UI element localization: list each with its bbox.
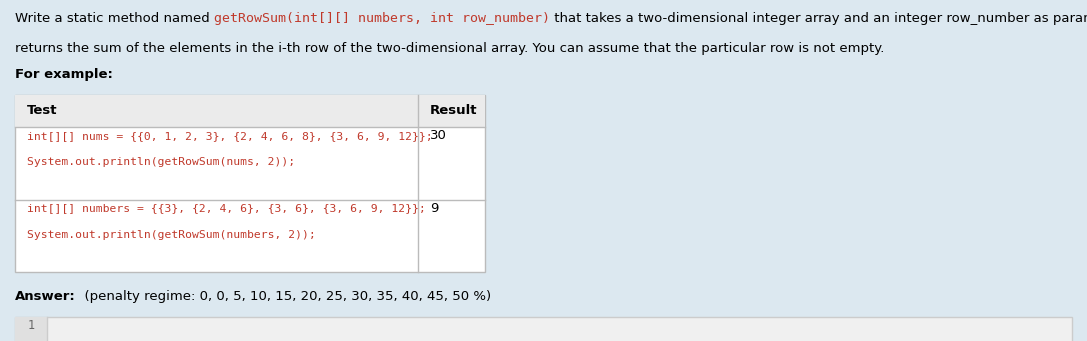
Text: 30: 30	[430, 129, 447, 142]
Text: getRowSum(int[][] numbers, int row_number): getRowSum(int[][] numbers, int row_numbe…	[214, 12, 550, 25]
Text: int[][] numbers = {{3}, {2, 4, 6}, {3, 6}, {3, 6, 9, 12}};: int[][] numbers = {{3}, {2, 4, 6}, {3, 6…	[27, 204, 426, 213]
Text: System.out.println(getRowSum(nums, 2));: System.out.println(getRowSum(nums, 2));	[27, 157, 296, 167]
Text: int[][] nums = {{0, 1, 2, 3}, {2, 4, 6, 8}, {3, 6, 9, 12}};: int[][] nums = {{0, 1, 2, 3}, {2, 4, 6, …	[27, 131, 433, 141]
Text: (penalty regime: 0, 0, 5, 10, 15, 20, 25, 30, 35, 40, 45, 50 %): (penalty regime: 0, 0, 5, 10, 15, 20, 25…	[76, 290, 491, 303]
Text: 1: 1	[27, 319, 35, 332]
Bar	[15, 317, 1072, 341]
Text: System.out.println(getRowSum(numbers, 2));: System.out.println(getRowSum(numbers, 2)…	[27, 229, 315, 239]
Bar	[15, 317, 47, 341]
Text: 9: 9	[430, 202, 438, 214]
Text: For example:: For example:	[15, 68, 113, 81]
Text: returns the sum of the elements in the i-th row of the two-dimensional array. Yo: returns the sum of the elements in the i…	[15, 42, 885, 55]
Bar	[15, 95, 485, 272]
Bar	[15, 95, 485, 127]
Text: Answer:: Answer:	[15, 290, 76, 303]
Text: Test: Test	[27, 104, 58, 117]
Text: Write a static method named: Write a static method named	[15, 12, 214, 25]
Text: that takes a two-dimensional integer array and an integer row_number as paramete: that takes a two-dimensional integer arr…	[550, 12, 1087, 25]
Text: Result: Result	[430, 104, 477, 117]
